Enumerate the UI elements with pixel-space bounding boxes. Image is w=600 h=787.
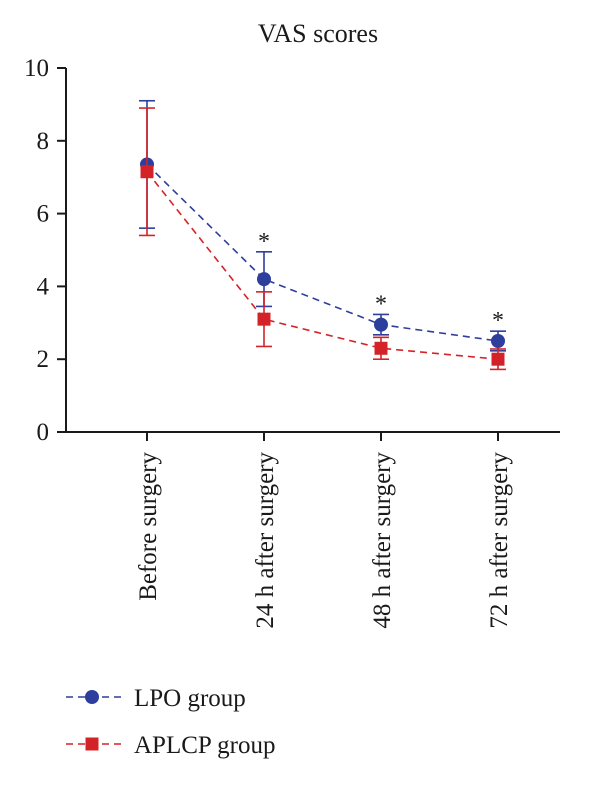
legend-item-lpo: LPO group	[66, 685, 246, 712]
data-point	[491, 352, 505, 366]
data-point	[374, 317, 388, 332]
series-layer: * * *	[139, 99, 506, 371]
legend-label: LPO group	[134, 685, 246, 712]
x-tick-label: 72 h after surgery	[486, 452, 513, 629]
chart-title: VAS scores	[258, 19, 378, 48]
series-lpo	[139, 99, 506, 352]
legend-label: APLCP group	[134, 732, 275, 759]
data-point	[374, 341, 388, 355]
legend-item-aplcp: APLCP group	[66, 732, 275, 759]
legend-marker	[85, 690, 99, 704]
y-tick-label: 2	[37, 346, 50, 373]
data-point	[257, 312, 271, 326]
y-tick-label: 10	[24, 55, 49, 82]
y-tick-label: 0	[37, 419, 50, 446]
data-point	[491, 334, 505, 348]
legend-marker	[85, 737, 99, 751]
legend: LPO group APLCP group	[66, 685, 275, 759]
significance-marker: *	[375, 291, 387, 317]
series-line	[146, 163, 499, 342]
x-tick-label: 24 h after surgery	[252, 452, 279, 629]
x-tick-label: Before surgery	[135, 452, 162, 601]
significance-marker: *	[492, 308, 504, 334]
y-tick-label: 6	[37, 201, 50, 228]
significance-marker: *	[258, 229, 270, 255]
series-line	[146, 171, 499, 360]
x-tick-label: 48 h after surgery	[369, 452, 396, 629]
y-tick-label: 8	[37, 128, 50, 155]
series-aplcp	[139, 107, 506, 371]
axes: 0 2 4 6 8 10 Before surgery 24 h after surgery 4…	[24, 55, 560, 629]
y-tick-label: 4	[37, 273, 50, 300]
data-point	[140, 165, 154, 179]
data-point	[257, 272, 271, 287]
